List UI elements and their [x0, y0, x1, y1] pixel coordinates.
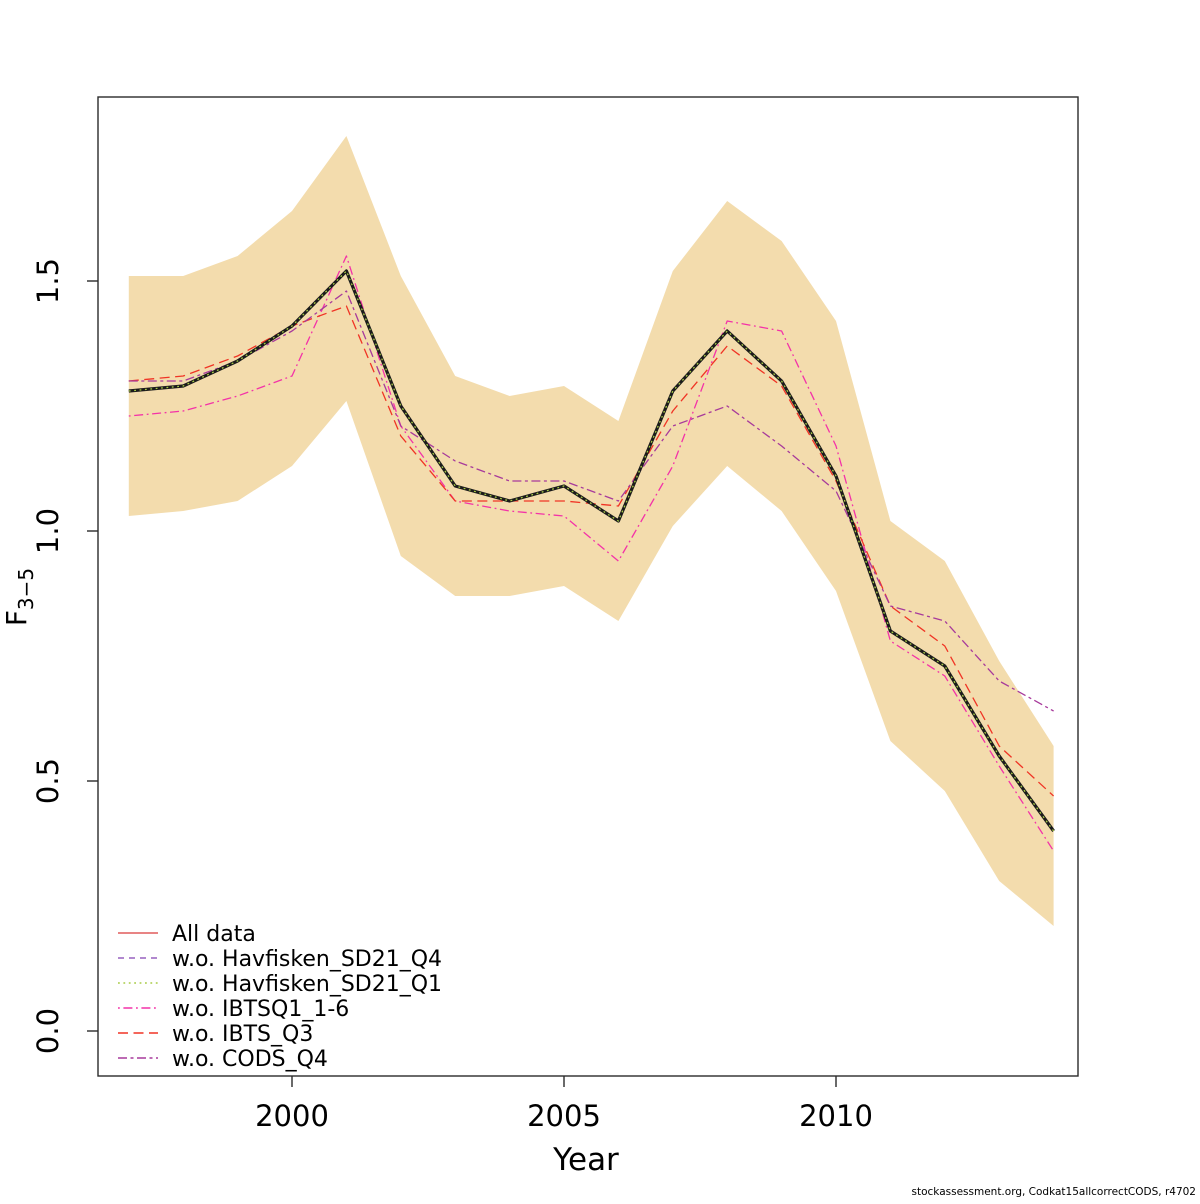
y-tick-label-0.0: 0.0	[31, 1008, 65, 1054]
legend-label-6: w.o. CODS_Q4	[172, 1047, 328, 1072]
y-tick-label-0.5: 0.5	[31, 758, 65, 804]
y-axis-title: F3−5	[0, 568, 38, 626]
legend-label-2: w.o. Havfisken_SD21_Q4	[172, 947, 442, 972]
x-tick-label-2000: 2000	[255, 1099, 329, 1133]
confidence-band-layer	[128, 136, 1054, 926]
axis-ticks-layer	[87, 280, 837, 1087]
series-lines-layer	[128, 255, 1055, 852]
series-line-w-o-ibtsq1-1-6	[128, 255, 1055, 852]
x-tick-label-2005: 2005	[527, 1099, 601, 1133]
series-line-w-o-havfisken-sd21-q1	[128, 270, 1055, 832]
y-tick-label-1.5: 1.5	[31, 258, 65, 304]
legend-label-3: w.o. Havfisken_SD21_Q1	[172, 972, 442, 997]
x-tick-label-2010: 2010	[799, 1099, 873, 1133]
legend-label-5: w.o. IBTS_Q3	[172, 1022, 313, 1047]
x-axis-title: Year	[552, 1142, 619, 1178]
plot-box	[97, 96, 1079, 1077]
legend-label-4: w.o. IBTSQ1_1-6	[172, 997, 349, 1022]
legend-label-1: All data	[172, 922, 256, 947]
series-line-w-o-cods-q4	[128, 290, 1054, 712]
y-tick-label-1.0: 1.0	[31, 508, 65, 554]
confidence-band	[128, 136, 1054, 926]
footer-credit: stockassessment.org, Codkat15allcorrectC…	[912, 1186, 1196, 1198]
